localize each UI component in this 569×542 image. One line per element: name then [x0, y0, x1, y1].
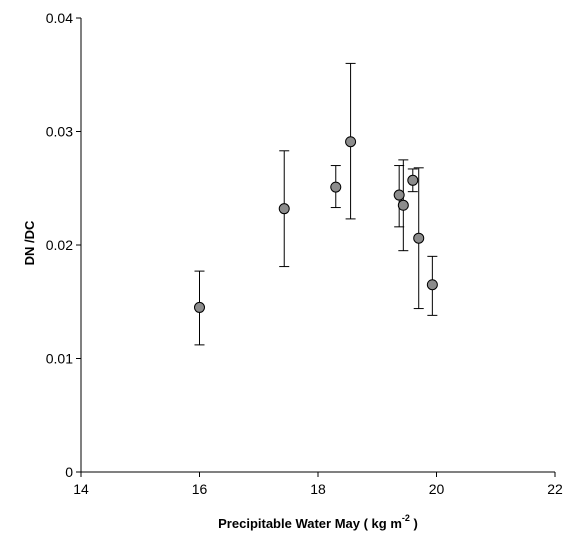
y-axis-ticks: 0 0.01 0.02 0.03 0.04 — [46, 10, 81, 480]
data-point — [330, 181, 342, 193]
y-tick-label: 0 — [65, 464, 73, 480]
x-tick-label: 18 — [310, 481, 326, 497]
y-tick-label: 0.01 — [46, 351, 73, 367]
x-tick-label: 22 — [547, 481, 563, 497]
data-point — [278, 203, 290, 215]
x-axis-ticks: 14 16 18 20 22 — [73, 472, 563, 497]
y-axis-title: DN /DC — [22, 220, 37, 265]
x-tick-label: 14 — [73, 481, 89, 497]
data-points — [194, 136, 438, 313]
y-tick-label: 0.04 — [46, 10, 73, 26]
x-axis-title: Precipitable Water May ( kg m-2 ) — [218, 513, 418, 531]
data-point — [407, 174, 419, 186]
y-tick-label: 0.03 — [46, 124, 73, 140]
x-tick-label: 20 — [429, 481, 445, 497]
data-point — [397, 199, 409, 211]
data-point — [393, 189, 405, 201]
y-tick-label: 0.02 — [46, 237, 73, 253]
data-point — [194, 301, 205, 313]
x-axis-title-main: Precipitable Water May ( kg m — [218, 516, 402, 531]
x-axis-title-superscript: -2 — [402, 513, 410, 523]
data-point — [345, 136, 357, 148]
data-point — [426, 279, 438, 291]
x-tick-label: 16 — [192, 481, 208, 497]
data-point — [413, 232, 425, 244]
x-axis-title-end: ) — [410, 516, 418, 531]
